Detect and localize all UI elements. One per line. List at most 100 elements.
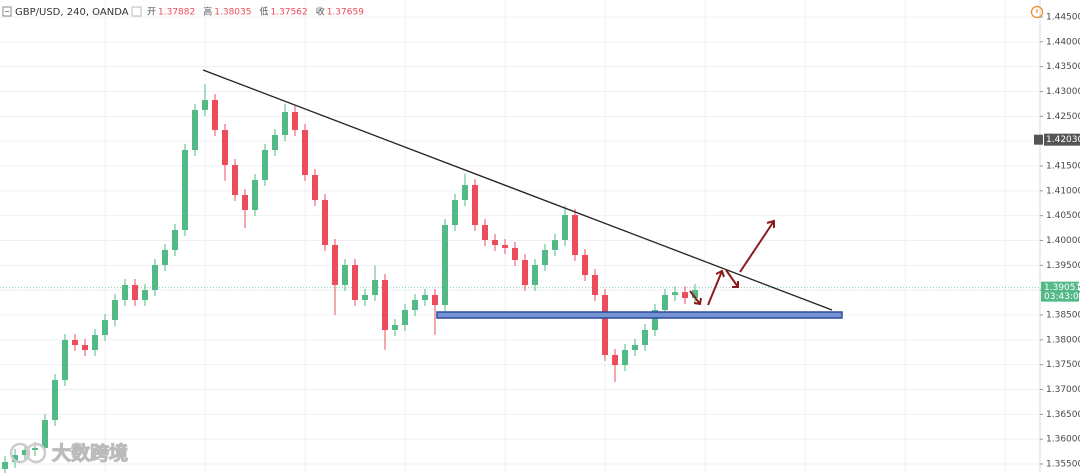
candle-body [522,260,528,286]
candle-body [412,300,418,310]
candle-body [242,195,248,211]
arrow [707,270,723,306]
candle-body [542,249,548,265]
time-grid [104,0,1006,473]
candle-body [432,294,438,306]
candle-body [222,129,228,166]
candle-body [442,225,448,306]
arrow [739,220,775,273]
candle-body [202,99,208,110]
ohlc-key: 开 [147,7,156,18]
candle-body [172,230,178,250]
y-tick-label: 1.38000 [1046,335,1080,345]
candle-body [92,335,98,351]
candle-body [402,309,408,325]
arrow-head [693,297,702,306]
candle-body [342,264,348,286]
candle-body [502,245,508,248]
y-tick-label: 1.43500 [1046,62,1080,72]
arrows [689,219,775,306]
candle-body [382,279,388,331]
marker-price-label: 1.42030 [1046,135,1080,145]
candle-body [552,240,558,250]
collapse-icon[interactable] [2,6,12,17]
y-tick-label: 1.37500 [1046,360,1080,370]
marker-plus-box [1034,134,1043,145]
candle-body [22,450,28,456]
logo-ring [25,442,47,464]
candle-body [322,200,328,246]
ohlc-key: 低 [259,6,268,18]
y-tick-label: 1.35500 [1046,460,1080,470]
arrow [725,269,739,288]
candle-body [292,112,298,130]
candle-body [192,109,198,151]
candle-body [452,200,458,226]
candle-body [672,292,678,295]
candle-body [132,285,138,301]
ohlc-key: 高 [203,6,212,18]
candle-body [462,185,468,201]
ohlc-value: 1.37882 [158,8,195,18]
countdown-label: 03:43:02 [1044,292,1080,302]
candle-body [512,247,518,261]
y-tick-label: 1.44500 [1046,12,1080,22]
candle-body [12,455,18,463]
candle-body [572,215,578,256]
candle-body [32,448,38,451]
candle-body [102,320,108,336]
candle-body [612,354,618,366]
ohlc-value: 1.37562 [270,8,307,18]
y-tick-label: 1.41500 [1046,161,1080,171]
settings-icon[interactable] [131,6,142,17]
y-tick-label: 1.38500 [1046,311,1080,321]
candle-body [142,290,148,301]
header: GBP/USD, 240, OANDA [2,6,142,18]
candle-body [72,339,78,346]
arrow-head [715,269,725,278]
symbol-title: GBP/USD, 240, OANDA [15,7,129,18]
price-grid [0,16,1040,465]
candle-body [562,215,568,241]
candle-body [252,180,258,211]
candle-body [62,339,68,381]
candle-body [642,330,648,346]
candle-body [422,294,428,301]
y-tick-label: 1.36000 [1046,435,1080,445]
candle-body [692,290,698,299]
candle-body [472,185,478,226]
y-tick-label: 1.36500 [1046,410,1080,420]
y-tick-label: 1.37000 [1046,385,1080,395]
drawings [202,69,843,319]
candle-body [2,462,8,469]
price-axis: 1.35500 1.36000 1.36500 1.37000 1.37500 1.380… [1034,12,1080,470]
candle-body [82,345,88,351]
arrow-head [766,219,775,228]
alert-icon[interactable] [1030,5,1044,19]
watermark-text: 大数跨境 [52,442,128,465]
candle-body [42,420,48,449]
y-tick-label: 1.43000 [1046,87,1080,97]
y-tick-label: 1.40500 [1046,211,1080,221]
candle-body [282,112,288,136]
candle-body [622,350,628,366]
candle-body [532,264,538,286]
y-tick-label: 1.41000 [1046,186,1080,196]
y-tick-label: 1.42500 [1046,112,1080,122]
candle-body [332,245,338,286]
candle-body [352,264,358,301]
candle-body [372,279,378,295]
support-zone [436,311,843,319]
candle-body [182,150,188,231]
candle-body [162,249,168,265]
candle-body [582,255,588,276]
arrow [689,290,701,305]
candle-body [272,135,278,151]
ohlc-value: 1.37659 [327,8,364,18]
candle-body [212,99,218,130]
candle-body [52,380,58,421]
candle-body [592,275,598,295]
last-price-label: 1.39051 [1044,283,1080,293]
